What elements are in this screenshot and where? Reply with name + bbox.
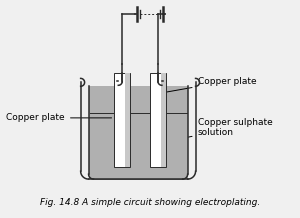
Text: Copper sulphate
solution: Copper sulphate solution (188, 118, 272, 138)
Text: Fig. 14.8 A simple circuit showing electroplating.: Fig. 14.8 A simple circuit showing elect… (40, 198, 260, 207)
Polygon shape (161, 73, 166, 167)
Text: Copper plate: Copper plate (6, 113, 112, 122)
Text: Copper plate: Copper plate (163, 77, 256, 93)
Polygon shape (125, 73, 130, 167)
Polygon shape (150, 73, 166, 167)
FancyBboxPatch shape (88, 86, 188, 179)
Polygon shape (114, 73, 130, 167)
